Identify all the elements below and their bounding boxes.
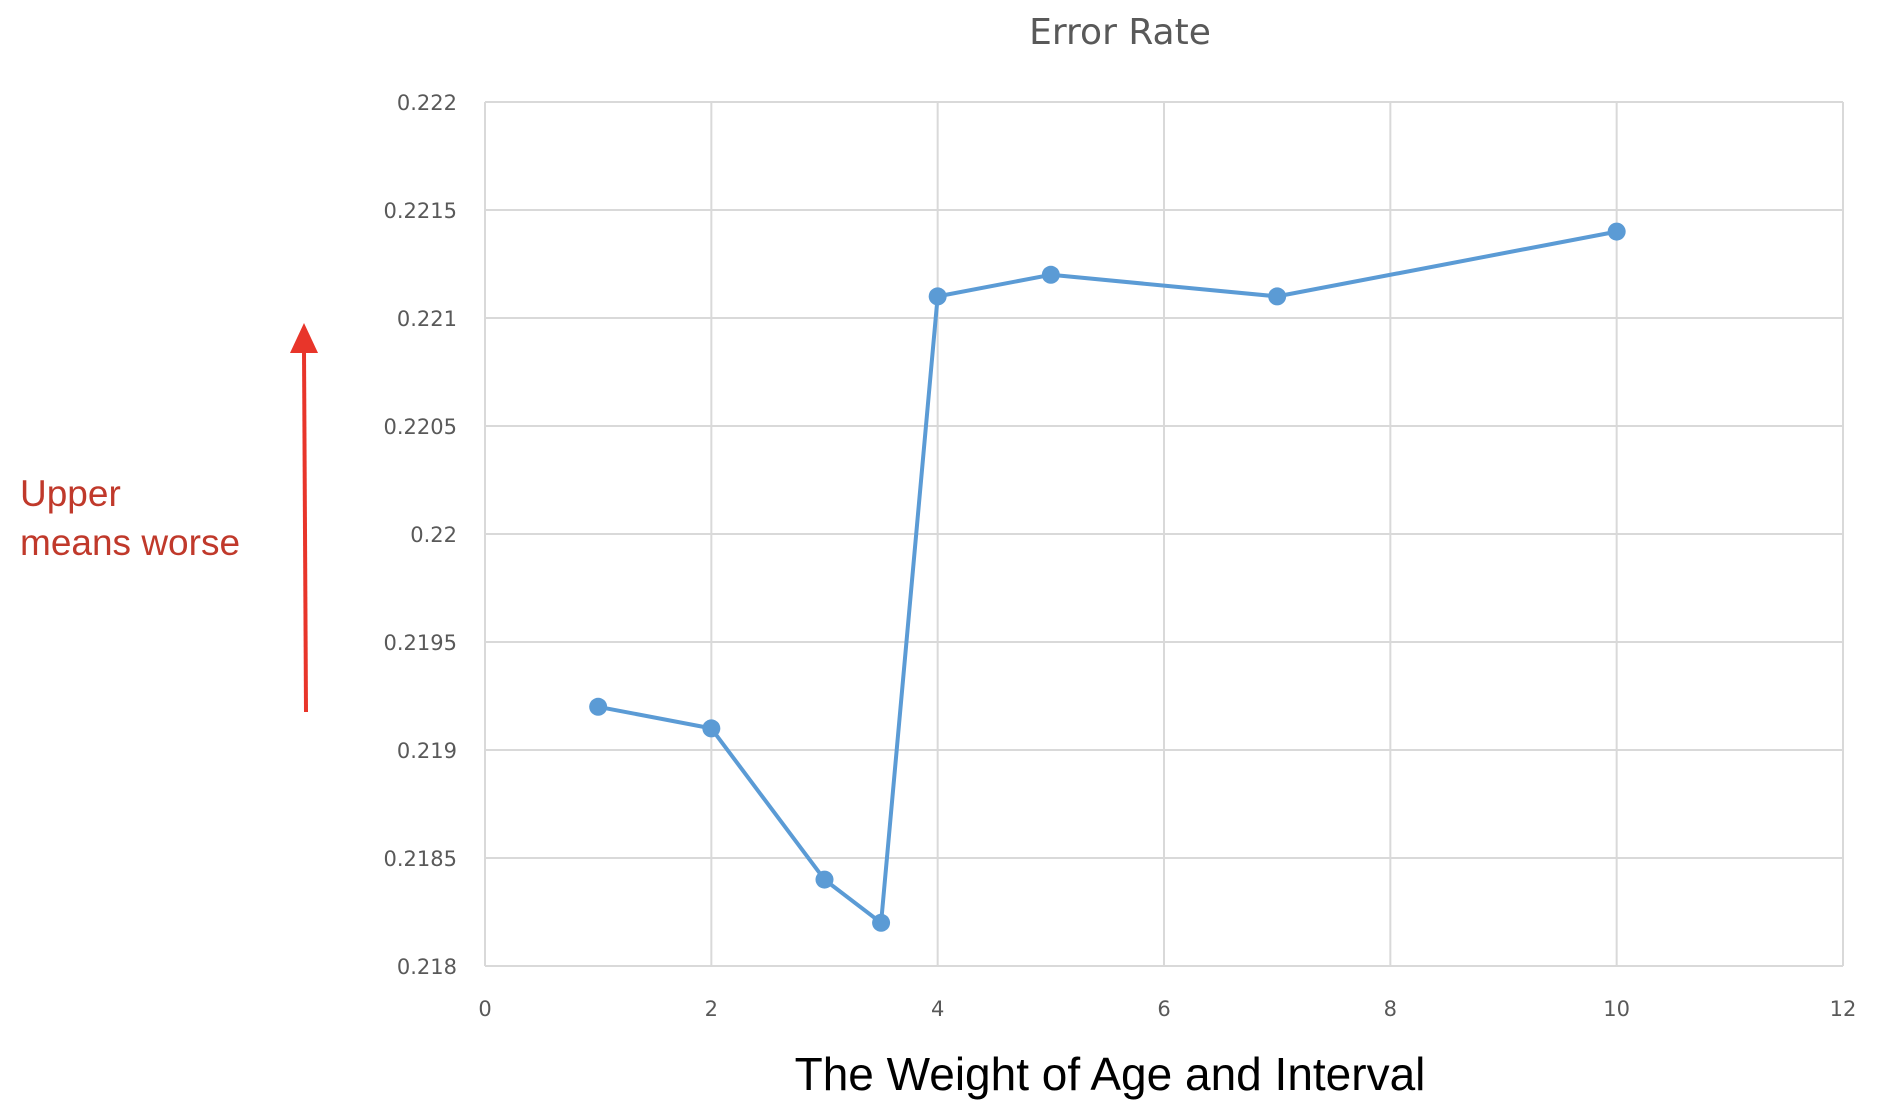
y-tick-label: 0.221 bbox=[397, 307, 457, 331]
grid bbox=[484, 101, 1844, 967]
up-arrow-icon bbox=[302, 349, 308, 713]
data-point bbox=[1268, 287, 1287, 306]
annotation-line-1: Upper bbox=[20, 473, 121, 514]
data-point bbox=[872, 913, 891, 932]
x-tick-label: 6 bbox=[1157, 997, 1170, 1021]
series-line bbox=[597, 229, 1618, 925]
data-point bbox=[702, 719, 721, 738]
up-arrow-head-icon bbox=[290, 323, 318, 353]
annotation: Upper means worse bbox=[20, 323, 318, 713]
x-axis-tick-labels: 0 2 4 6 8 10 12 bbox=[478, 997, 1856, 1021]
x-tick-label: 4 bbox=[931, 997, 944, 1021]
data-point bbox=[815, 870, 834, 889]
y-tick-label: 0.2195 bbox=[384, 631, 457, 655]
y-tick-label: 0.218 bbox=[397, 955, 457, 979]
y-tick-label: 0.2205 bbox=[384, 415, 457, 439]
data-point bbox=[589, 697, 608, 716]
x-tick-label: 8 bbox=[1384, 997, 1397, 1021]
error-rate-series bbox=[589, 222, 1626, 932]
chart-title: Error Rate bbox=[1029, 12, 1211, 53]
y-tick-label: 0.2185 bbox=[384, 847, 457, 871]
x-tick-label: 10 bbox=[1603, 997, 1630, 1021]
y-tick-label: 0.22 bbox=[410, 523, 457, 547]
y-tick-label: 0.2215 bbox=[384, 199, 457, 223]
data-point bbox=[1041, 265, 1060, 284]
data-point bbox=[1607, 222, 1626, 241]
x-axis-title: The Weight of Age and Interval bbox=[795, 1048, 1426, 1100]
y-tick-label: 0.222 bbox=[397, 91, 457, 115]
x-tick-label: 2 bbox=[705, 997, 718, 1021]
x-tick-label: 12 bbox=[1830, 997, 1857, 1021]
annotation-line-2: means worse bbox=[20, 522, 240, 563]
y-tick-label: 0.219 bbox=[397, 739, 457, 763]
y-axis-tick-labels: 0.218 0.2185 0.219 0.2195 0.22 0.2205 0.221 0.2… bbox=[384, 91, 457, 979]
x-tick-label: 0 bbox=[478, 997, 491, 1021]
data-point bbox=[928, 287, 947, 306]
